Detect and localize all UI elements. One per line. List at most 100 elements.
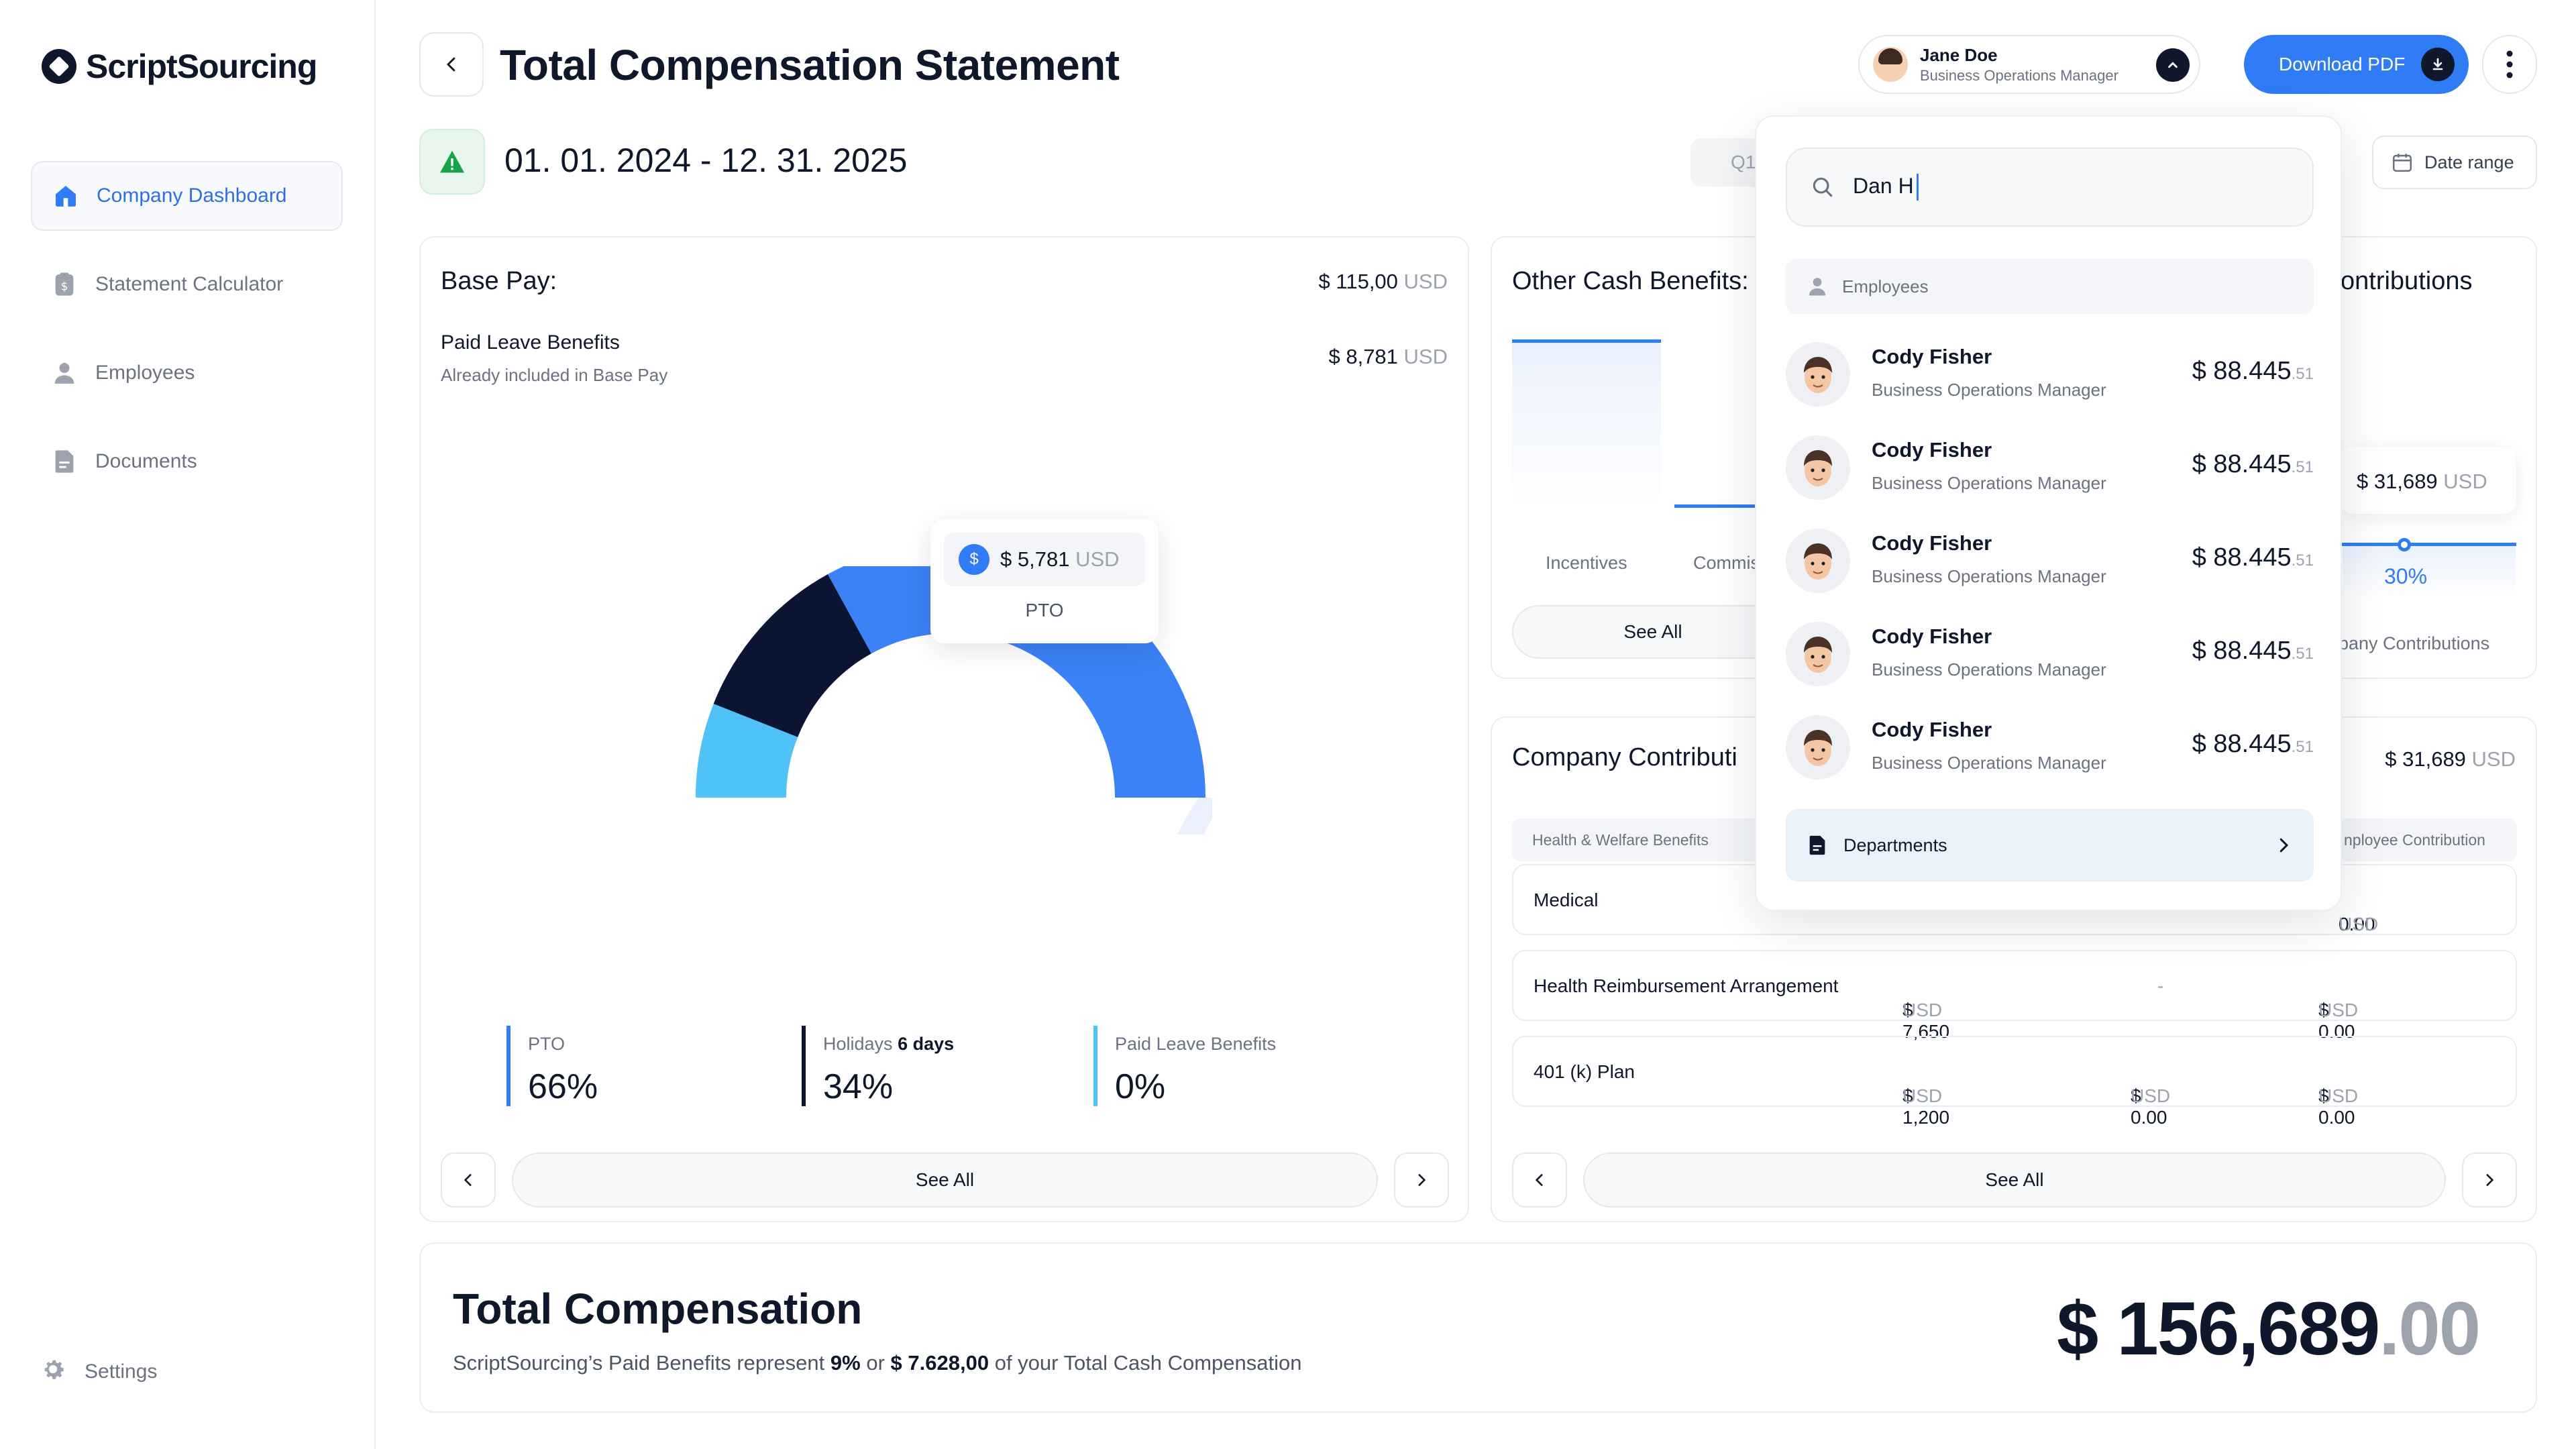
employee-role: Business Operations Manager (1872, 380, 2106, 400)
tooltip-label: PTO (1025, 600, 1064, 621)
prev-button[interactable] (441, 1152, 496, 1208)
total-amount: $ 156,689.00 (2057, 1287, 2481, 1371)
date-range-button[interactable]: Date range (2372, 136, 2537, 189)
table-row[interactable]: Health Reimbursement Arrangement $ 7,650… (1512, 950, 2517, 1042)
employee-role: Business Operations Manager (1872, 753, 2106, 773)
legend-paid-leave: Paid Leave Benefits 0% (1093, 1026, 1276, 1106)
gauge-tooltip: $ $ 5,781 USD PTO (930, 519, 1159, 643)
user-role: Business Operations Manager (1920, 66, 2118, 84)
search-icon (1813, 177, 1833, 197)
warning-indicator[interactable] (419, 129, 485, 195)
avatar (1873, 47, 1908, 82)
person-icon (1809, 278, 1826, 296)
legend-value: 0% (1115, 1067, 1166, 1106)
search-input[interactable]: Dan H (1786, 148, 2314, 227)
document-icon (51, 448, 78, 475)
employee-role: Business Operations Manager (1872, 473, 2106, 493)
back-button[interactable] (419, 32, 484, 97)
chevron-right-icon (1418, 1174, 1426, 1186)
see-all-button[interactable]: See All (1583, 1152, 2446, 1208)
gear-icon (39, 1355, 67, 1389)
departments-link[interactable]: Departments (1786, 809, 2314, 881)
commissions-bar (1674, 504, 1762, 514)
sidebar-item-label: Documents (95, 450, 197, 472)
more-vertical-icon (2506, 50, 2513, 78)
sidebar: ScriptSourcing Company Dashboard $ State… (0, 0, 376, 1449)
employee-result-item[interactable]: Cody Fisher Business Operations Manager $ … (1786, 333, 2314, 407)
tooltip-amount: $ 5,781 USD (1000, 547, 1120, 571)
employee-result-item[interactable]: Cody Fisher Business Operations Manager $ … (1786, 519, 2314, 593)
employee-result-item[interactable]: Cody Fisher Business Operations Manager $ … (1786, 426, 2314, 500)
contributions-pct: 30% (2384, 564, 2428, 588)
brand-name: ScriptSourcing (86, 48, 317, 85)
prev-button[interactable] (1512, 1152, 1567, 1208)
sidebar-item-label: Employees (95, 362, 195, 384)
sidebar-nav: Company Dashboard $ Statement Calculator… (31, 161, 343, 515)
column-header: nployee Contribution (2337, 818, 2517, 861)
text-cursor (1916, 174, 1919, 201)
logo[interactable]: ScriptSourcing (42, 47, 317, 86)
sidebar-item-label: Company Dashboard (97, 184, 287, 207)
legend-value: 66% (528, 1067, 598, 1106)
contributions-tooltip: $ 31,689 USD (2341, 447, 2516, 514)
chevron-up-icon (2156, 48, 2190, 82)
person-icon (51, 360, 78, 386)
user-name: Jane Doe (1920, 44, 1998, 65)
base-pay-amount: $ 115,00 USD (1318, 270, 1448, 293)
user-menu[interactable]: Jane Doe Business Operations Manager (1858, 35, 2200, 94)
sidebar-item-label: Statement Calculator (95, 273, 284, 295)
settings-label: Settings (85, 1360, 158, 1383)
document-icon (1809, 835, 1825, 855)
sidebar-item-company-dashboard[interactable]: Company Dashboard (31, 161, 343, 231)
employee-name: Cody Fisher (1872, 718, 1992, 741)
employee-result-item[interactable]: Cody Fisher Business Operations Manager $ … (1786, 706, 2314, 780)
paid-leave-amount: $ 8,781 USD (1328, 345, 1448, 368)
date-range-label: Date range (2424, 152, 2514, 172)
next-button[interactable] (2462, 1152, 2517, 1208)
sidebar-item-documents[interactable]: Documents (31, 427, 343, 496)
gauge-segment[interactable] (713, 574, 871, 737)
avatar (1786, 715, 1850, 780)
employee-amount: $ 88.445.51 (2192, 637, 2314, 665)
chevron-right-icon (2486, 1174, 2494, 1186)
see-all-button[interactable]: See All (1512, 605, 1794, 659)
download-label: Download PDF (2279, 54, 2406, 74)
chevron-left-icon (447, 57, 455, 72)
base-pay-card: Base Pay: $ 115,00 USD Paid Leave Benefi… (419, 236, 1469, 1222)
chevron-left-icon (1535, 1174, 1543, 1186)
base-pay-pager: See All (441, 1152, 1449, 1208)
employees-section-header: Employees (1786, 259, 2314, 314)
employee-name: Cody Fisher (1872, 438, 1992, 462)
base-pay-title: Base Pay: (441, 267, 557, 295)
gauge-segment[interactable] (696, 704, 798, 798)
bar-label: pany Contributions (2339, 633, 2490, 653)
download-pdf-button[interactable]: Download PDF (2244, 35, 2469, 94)
paid-leave-note: Already included in Base Pay (441, 365, 668, 385)
next-button[interactable] (1394, 1152, 1449, 1208)
employee-role: Business Operations Manager (1872, 566, 2106, 586)
employee-search-dropdown: Dan H Employees Cody Fisher Business Oper… (1755, 115, 2342, 911)
incentives-bar (1512, 339, 1661, 514)
company-contrib-title: Company Contributi (1512, 743, 1737, 771)
total-compensation-card: Total Compensation ScriptSourcing’s Paid… (419, 1242, 2537, 1413)
settings-link[interactable]: Settings (39, 1355, 157, 1389)
see-all-button[interactable]: See All (512, 1152, 1378, 1208)
table-row[interactable]: 401 (k) Plan $ 1,200 USD $ 0.00 USD $ 0.… (1512, 1036, 2517, 1128)
employee-amount: $ 88.445.51 (2192, 357, 2314, 385)
avatar (1786, 622, 1850, 686)
calculator-icon: $ (51, 271, 78, 298)
sidebar-item-employees[interactable]: Employees (31, 338, 343, 408)
sidebar-item-statement-calculator[interactable]: $ Statement Calculator (31, 250, 343, 319)
employee-result-item[interactable]: Cody Fisher Business Operations Manager $ … (1786, 612, 2314, 686)
legend-holidays: Holidays 6 days 34% (802, 1026, 954, 1106)
svg-text:$: $ (61, 280, 68, 292)
employee-name: Cody Fisher (1872, 625, 1992, 648)
more-options-button[interactable] (2482, 35, 2537, 94)
paid-leave-title: Paid Leave Benefits (441, 331, 620, 354)
home-icon (52, 182, 79, 209)
avatar (1786, 342, 1850, 407)
other-cash-title: Other Cash Benefits: (1512, 267, 1749, 295)
employee-amount: $ 88.445.51 (2192, 450, 2314, 478)
period-label: 01. 01. 2024 - 12. 31. 2025 (504, 142, 908, 179)
departments-label: Departments (1843, 835, 1947, 855)
